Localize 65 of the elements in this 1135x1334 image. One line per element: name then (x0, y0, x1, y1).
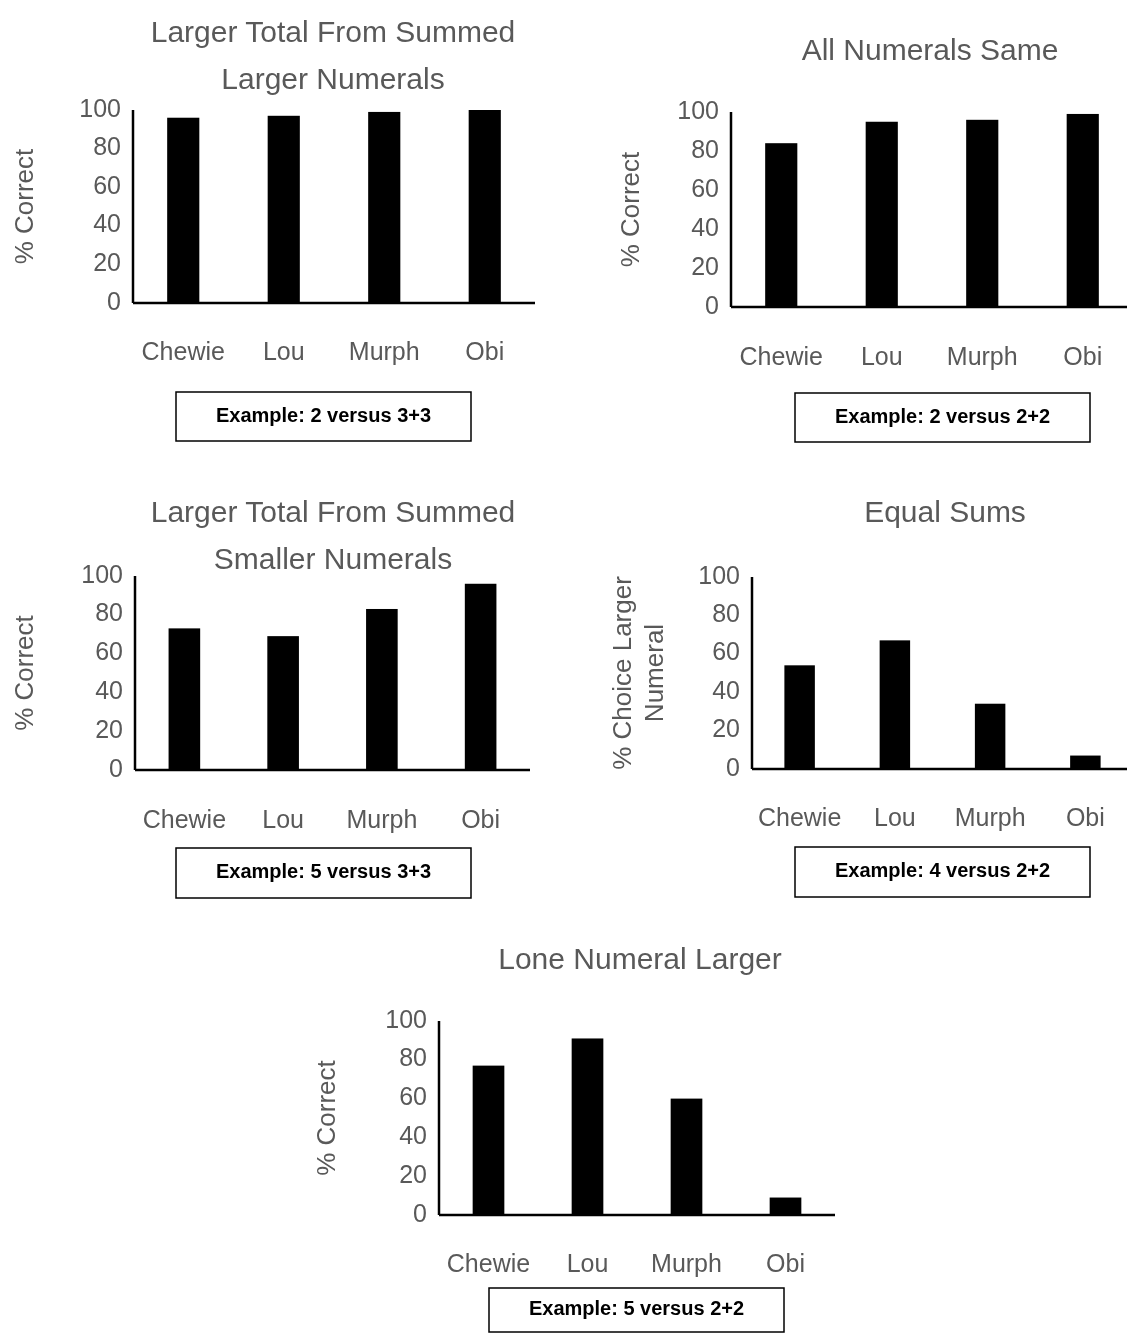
x-tick-label: Lou (566, 1248, 609, 1277)
y-tick-label: 0 (705, 290, 719, 319)
y-tick-label: 20 (712, 714, 740, 743)
x-tick-label: Obi (461, 804, 501, 833)
y-axis-title: % Correct (310, 1059, 341, 1176)
x-tick-label: Lou (860, 341, 903, 370)
y-tick-label: 100 (385, 1004, 427, 1033)
y-tick-label: 80 (712, 599, 740, 628)
text: Example: 2 versus 2+2 (834, 404, 1051, 427)
y-tick-label: 0 (413, 1198, 427, 1227)
chart-title: Lone Numeral Larger (498, 941, 782, 975)
x-tick-label: Lou (874, 802, 916, 831)
chart-title: All Numerals Same (801, 32, 1059, 66)
y-tick-label: 40 (93, 209, 121, 238)
chart-title: Larger Total From Summed Larger Numerals (150, 14, 516, 95)
y-axis-title: % Correct (8, 614, 39, 731)
y-tick-label: 60 (95, 637, 123, 666)
y-tick-label: 100 (698, 560, 740, 589)
y-tick-label: 0 (726, 752, 740, 781)
x-tick-label: Lou (262, 804, 304, 833)
y-tick-label: 0 (109, 753, 123, 782)
text: Example: 5 versus 3+3 (215, 860, 432, 883)
y-tick-label: 60 (399, 1082, 427, 1111)
x-tick-label: Obi (1065, 802, 1105, 831)
y-tick-label: 60 (93, 170, 121, 199)
y-tick-label: 40 (691, 212, 719, 241)
x-tick-label: Murph (348, 336, 420, 365)
y-tick-label: 20 (95, 714, 123, 743)
text: Example: 4 versus 2+2 (834, 859, 1051, 882)
x-tick-label: Murph (346, 804, 418, 833)
y-tick-label: 80 (691, 134, 719, 163)
chart-title: Equal Sums (864, 494, 1026, 528)
x-tick-label: Obi (1063, 341, 1103, 370)
y-tick-label: 80 (93, 132, 121, 161)
x-tick-label: Obi (766, 1248, 805, 1277)
y-tick-label: 80 (399, 1043, 427, 1072)
x-tick-label: Lou (262, 336, 305, 365)
y-tick-label: 0 (107, 286, 121, 315)
y-tick-label: 20 (399, 1159, 427, 1188)
y-tick-label: 20 (691, 251, 719, 280)
x-tick-label: Chewie (142, 804, 227, 833)
x-tick-label: Murph (946, 341, 1018, 370)
text: Example: 2 versus 3+3 (215, 403, 432, 426)
y-tick-label: 80 (95, 598, 123, 627)
y-tick-label: 40 (399, 1121, 427, 1150)
y-tick-label: 100 (79, 93, 121, 122)
y-axis-title: % Choice Larger Numeral (606, 575, 669, 770)
x-tick-label: Chewie (141, 336, 225, 365)
x-tick-label: Murph (651, 1248, 722, 1277)
x-tick-label: Obi (465, 336, 505, 365)
chart-title: Larger Total From Summed Smaller Numerals (150, 494, 516, 575)
x-tick-label: Murph (954, 802, 1026, 831)
y-tick-label: 40 (712, 675, 740, 704)
y-tick-label: 100 (677, 95, 719, 124)
y-axis-title: % Correct (8, 147, 39, 265)
x-tick-label: Chewie (739, 341, 823, 370)
text: Example: 5 versus 2+2 (528, 1297, 745, 1320)
y-tick-label: 20 (93, 248, 121, 277)
y-tick-label: 40 (95, 676, 123, 705)
x-tick-label: Chewie (757, 802, 842, 831)
y-tick-label: 100 (81, 559, 123, 588)
y-tick-label: 60 (691, 173, 719, 202)
y-axis-title: % Correct (614, 150, 645, 268)
x-tick-label: Chewie (446, 1248, 531, 1277)
y-tick-label: 60 (712, 637, 740, 666)
